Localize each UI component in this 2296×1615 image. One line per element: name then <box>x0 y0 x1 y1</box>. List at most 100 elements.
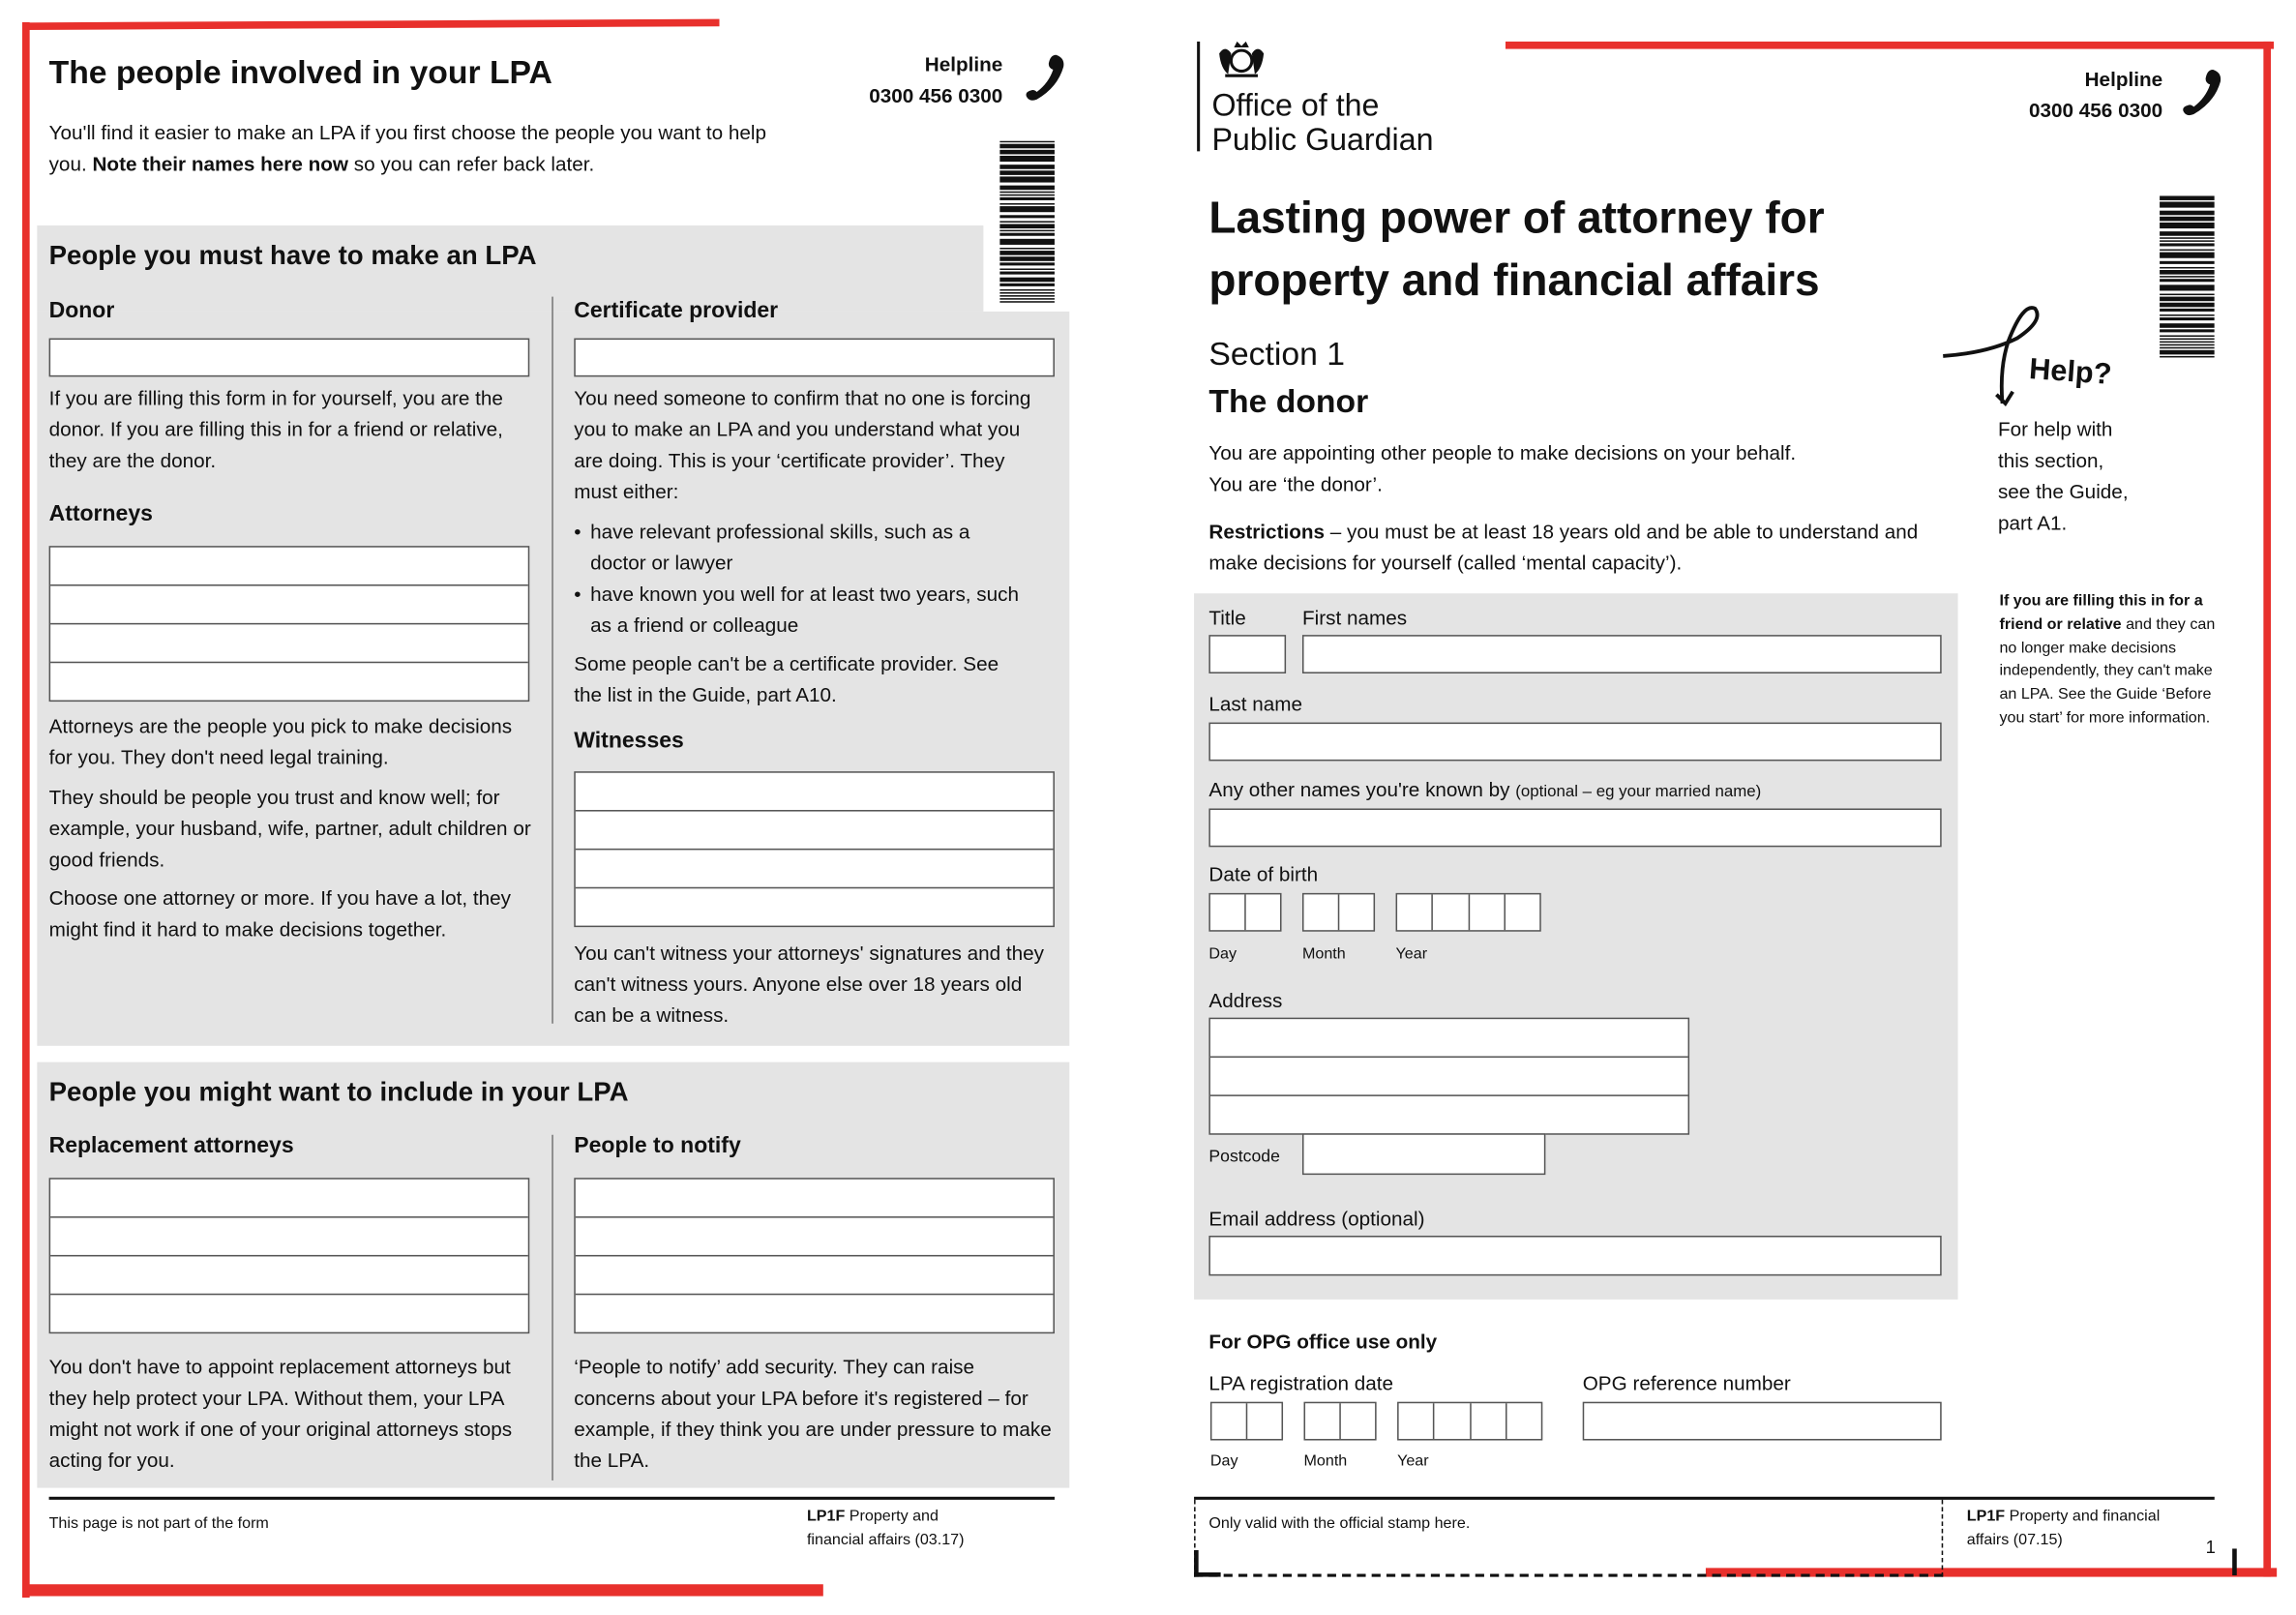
barcode-bar <box>999 185 1055 191</box>
bullet-item: have relevant professional skills, such … <box>574 516 1019 578</box>
dob-year-field[interactable] <box>1395 892 1541 932</box>
barcode-bar <box>999 248 1055 250</box>
witness-name-field[interactable] <box>575 773 1054 812</box>
month-label: Month <box>1301 944 1346 963</box>
barcode-bar <box>2160 243 2215 247</box>
barcode-bar <box>2160 249 2215 252</box>
replacement-attorney-field[interactable] <box>50 1180 528 1218</box>
replacement-attorney-field[interactable] <box>50 1295 528 1331</box>
attorneys-label: Attorneys <box>48 501 153 527</box>
other-names-field[interactable] <box>1208 808 1942 848</box>
barcode-bar <box>2160 344 2215 346</box>
witness-name-field[interactable] <box>575 850 1054 889</box>
stamp-note: Only valid with the official stamp here. <box>1208 1514 1471 1533</box>
donor-name-field[interactable] <box>48 338 530 377</box>
certificate-provider-field[interactable] <box>574 338 1055 377</box>
attorneys-fields <box>48 546 530 703</box>
replacement-attorney-field[interactable] <box>50 1218 528 1257</box>
last-name-field[interactable] <box>1208 722 1942 762</box>
reg-day-field[interactable] <box>1209 1401 1284 1441</box>
attorney-name-field[interactable] <box>50 663 528 700</box>
barcode-bar <box>2160 302 2215 308</box>
last-name-label: Last name <box>1208 692 1303 715</box>
logo-line: Public Guardian <box>1211 123 1434 158</box>
help-arrow-icon <box>1943 306 2040 407</box>
attorneys-text: Choose one attorney or more. If you have… <box>48 886 512 941</box>
dob-day-field[interactable] <box>1208 892 1282 932</box>
reg-year-field[interactable] <box>1397 1401 1543 1441</box>
attorney-name-field[interactable] <box>50 624 528 664</box>
barcode-bar <box>999 194 1055 196</box>
title-field[interactable] <box>1208 635 1287 673</box>
donor-label: Donor <box>48 298 115 324</box>
red-border <box>1505 41 2275 49</box>
attorneys-text: Attorneys are the people you pick to mak… <box>48 714 513 769</box>
form-code-desc: financial affairs (03.17) <box>806 1531 965 1549</box>
reg-month-field[interactable] <box>1303 1401 1377 1441</box>
royal-crest-icon <box>1219 41 1265 77</box>
reference-number-field[interactable] <box>1582 1401 1942 1441</box>
phone-icon <box>1026 54 1064 101</box>
attorney-name-field[interactable] <box>50 586 528 625</box>
helpline-label: Helpline <box>2084 68 2163 91</box>
barcode-bar <box>999 271 1055 275</box>
helpline-number: 0300 456 0300 <box>869 84 1003 107</box>
certificate-provider-text: You need someone to confirm that no one … <box>574 387 1031 503</box>
address-line-field[interactable] <box>1209 1058 1688 1096</box>
barcode-bar <box>2160 231 2215 236</box>
footer-note: This page is not part of the form <box>48 1514 269 1533</box>
barcode-bar <box>2160 279 2215 283</box>
page-title: The people involved in your LPA <box>48 53 552 91</box>
day-label: Day <box>1208 944 1237 963</box>
barcode-bar <box>999 301 1055 303</box>
barcode-bar <box>999 191 1055 194</box>
red-border <box>21 21 30 1599</box>
intro-text: You are appointing other people to make … <box>1208 441 1797 464</box>
corner-mark <box>2232 1548 2237 1576</box>
address-line-field[interactable] <box>1210 1096 1688 1133</box>
replacement-attorney-field[interactable] <box>50 1256 528 1296</box>
restrictions-text: Restrictions – you must be at least 18 y… <box>1208 521 1919 575</box>
barcode-bar <box>999 149 1055 155</box>
barcode-bar <box>2160 308 2215 312</box>
barcode-bar <box>2160 240 2215 242</box>
notify-person-field[interactable] <box>575 1180 1054 1218</box>
barcode-bar <box>999 170 1055 175</box>
help-label: Help? <box>2028 352 2113 392</box>
barcode-bar <box>999 298 1055 300</box>
barcode-bar <box>2160 266 2215 269</box>
logo-text: Office of the Public Guardian <box>1211 89 1433 158</box>
barcode-bar <box>2160 222 2215 229</box>
barcode-bar <box>2160 201 2215 208</box>
address-fields <box>1208 1017 1690 1135</box>
notify-person-field[interactable] <box>575 1256 1054 1296</box>
barcode-bar <box>999 251 1055 255</box>
first-names-field[interactable] <box>1301 635 1942 673</box>
postcode-field[interactable] <box>1301 1133 1546 1176</box>
column-divider <box>552 296 553 1024</box>
logo-line: Office of the <box>1211 88 1380 124</box>
helpline-label: Helpline <box>924 53 1003 76</box>
barcode-bar <box>2160 260 2215 264</box>
attorneys-text: They should be people you trust and know… <box>48 786 531 871</box>
section-heading: People you must have to make an LPA <box>48 240 537 271</box>
witness-name-field[interactable] <box>575 812 1054 851</box>
notify-person-field[interactable] <box>575 1218 1054 1257</box>
donor-details-panel <box>1194 593 1958 1300</box>
title-label: Title <box>1208 606 1246 629</box>
barcode-bar <box>2160 195 2215 200</box>
form-code: LP1F Property and financial <box>1966 1507 2161 1525</box>
address-line-field[interactable] <box>1209 1019 1688 1059</box>
witnesses-fields <box>574 771 1055 928</box>
reference-number-label: OPG reference number <box>1582 1372 1791 1395</box>
barcode-bar <box>2160 338 2215 341</box>
attorney-name-field[interactable] <box>50 548 528 586</box>
replacement-attorneys-label: Replacement attorneys <box>48 1133 294 1159</box>
people-to-notify-fields <box>574 1178 1055 1334</box>
email-field[interactable] <box>1208 1235 1942 1276</box>
notify-person-field[interactable] <box>576 1295 1054 1331</box>
barcode-bar <box>999 215 1055 219</box>
dob-month-field[interactable] <box>1301 892 1376 932</box>
witness-name-field[interactable] <box>576 888 1054 925</box>
